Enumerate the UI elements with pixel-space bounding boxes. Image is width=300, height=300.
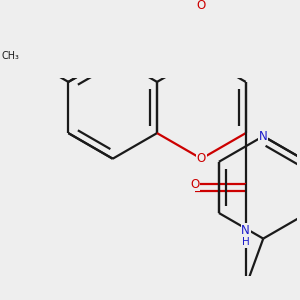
Text: N: N xyxy=(242,224,250,237)
Text: O: O xyxy=(190,178,199,191)
Text: H: H xyxy=(242,237,250,247)
Text: O: O xyxy=(197,152,206,165)
Text: N: N xyxy=(259,130,268,143)
Text: CH₃: CH₃ xyxy=(1,51,19,61)
Text: O: O xyxy=(197,0,206,12)
